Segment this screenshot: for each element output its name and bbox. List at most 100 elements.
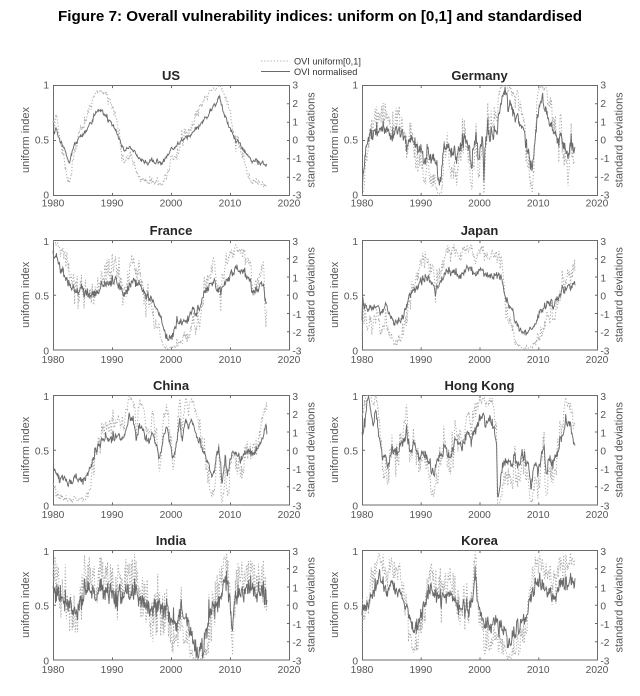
- svg-text:0: 0: [43, 346, 49, 357]
- svg-text:1: 1: [600, 428, 606, 439]
- svg-text:-3: -3: [292, 346, 301, 357]
- svg-text:-3: -3: [600, 656, 609, 667]
- svg-text:1: 1: [43, 547, 49, 558]
- svg-text:uniform index: uniform index: [20, 416, 32, 483]
- svg-text:Japan: Japan: [461, 223, 499, 238]
- svg-text:2000: 2000: [160, 198, 183, 209]
- svg-text:-1: -1: [600, 620, 609, 631]
- svg-text:0.5: 0.5: [344, 447, 358, 458]
- svg-text:uniform index: uniform index: [329, 106, 341, 173]
- svg-text:-3: -3: [292, 191, 301, 202]
- svg-text:0.5: 0.5: [35, 292, 49, 303]
- svg-text:standard deviations: standard deviations: [305, 247, 317, 343]
- svg-text:1: 1: [600, 117, 606, 128]
- svg-text:2000: 2000: [468, 355, 491, 366]
- svg-text:-2: -2: [600, 328, 609, 339]
- svg-text:2000: 2000: [160, 510, 183, 521]
- svg-text:2000: 2000: [468, 198, 491, 209]
- svg-text:-1: -1: [600, 465, 609, 476]
- svg-text:1: 1: [43, 81, 49, 92]
- svg-text:-3: -3: [600, 191, 609, 202]
- svg-text:1990: 1990: [409, 355, 432, 366]
- svg-text:1: 1: [352, 547, 358, 558]
- svg-text:2020: 2020: [278, 355, 301, 366]
- svg-text:India: India: [156, 533, 187, 548]
- svg-text:0.5: 0.5: [344, 292, 358, 303]
- svg-text:uniform index: uniform index: [329, 571, 341, 638]
- svg-text:1990: 1990: [409, 510, 432, 521]
- svg-text:-2: -2: [600, 483, 609, 494]
- svg-text:2020: 2020: [278, 665, 301, 676]
- svg-text:-2: -2: [292, 172, 301, 183]
- svg-text:0: 0: [352, 656, 358, 667]
- svg-text:China: China: [153, 378, 190, 393]
- svg-text:0: 0: [352, 346, 358, 357]
- svg-text:2010: 2010: [527, 355, 550, 366]
- svg-text:1980: 1980: [351, 355, 374, 366]
- svg-text:0.5: 0.5: [344, 136, 358, 147]
- svg-text:2010: 2010: [219, 665, 242, 676]
- svg-text:0: 0: [292, 136, 298, 147]
- svg-text:2000: 2000: [160, 665, 183, 676]
- svg-text:standard deviations: standard deviations: [305, 402, 317, 498]
- svg-text:OVI normalised: OVI normalised: [294, 67, 357, 77]
- svg-text:1990: 1990: [101, 355, 124, 366]
- svg-text:-1: -1: [600, 310, 609, 321]
- svg-text:standard deviations: standard deviations: [613, 402, 625, 498]
- svg-text:3: 3: [292, 547, 298, 558]
- svg-text:3: 3: [600, 547, 606, 558]
- svg-text:-3: -3: [292, 656, 301, 667]
- svg-text:-1: -1: [292, 310, 301, 321]
- svg-text:2: 2: [600, 99, 606, 110]
- svg-text:1990: 1990: [101, 510, 124, 521]
- svg-text:2010: 2010: [527, 198, 550, 209]
- svg-text:0.5: 0.5: [35, 447, 49, 458]
- svg-text:0.5: 0.5: [35, 136, 49, 147]
- svg-text:1: 1: [352, 392, 358, 403]
- svg-text:2010: 2010: [219, 198, 242, 209]
- svg-text:3: 3: [600, 81, 606, 92]
- svg-text:2020: 2020: [586, 355, 609, 366]
- svg-text:0.5: 0.5: [35, 602, 49, 613]
- svg-text:3: 3: [600, 237, 606, 248]
- svg-text:-3: -3: [292, 501, 301, 512]
- svg-text:standard deviations: standard deviations: [613, 92, 625, 188]
- svg-text:0: 0: [352, 191, 358, 202]
- svg-text:Hong Kong: Hong Kong: [444, 378, 514, 393]
- svg-text:3: 3: [600, 392, 606, 403]
- svg-text:-3: -3: [600, 346, 609, 357]
- svg-text:1: 1: [600, 273, 606, 284]
- svg-text:0: 0: [292, 292, 298, 303]
- svg-text:1: 1: [352, 237, 358, 248]
- svg-text:2: 2: [600, 410, 606, 421]
- svg-text:1: 1: [43, 392, 49, 403]
- svg-text:1990: 1990: [101, 198, 124, 209]
- svg-text:OVI uniform[0,1]: OVI uniform[0,1]: [294, 57, 361, 67]
- svg-text:0: 0: [43, 656, 49, 667]
- svg-text:2010: 2010: [527, 665, 550, 676]
- svg-text:3: 3: [292, 237, 298, 248]
- svg-text:1980: 1980: [42, 355, 65, 366]
- svg-text:-2: -2: [600, 638, 609, 649]
- svg-text:-3: -3: [600, 501, 609, 512]
- svg-text:-2: -2: [292, 328, 301, 339]
- svg-text:1980: 1980: [351, 510, 374, 521]
- svg-text:2020: 2020: [278, 198, 301, 209]
- svg-text:-2: -2: [600, 172, 609, 183]
- svg-text:1980: 1980: [42, 665, 65, 676]
- svg-text:uniform index: uniform index: [20, 571, 32, 638]
- svg-text:-1: -1: [600, 154, 609, 165]
- svg-text:1980: 1980: [351, 198, 374, 209]
- svg-text:2: 2: [292, 255, 298, 266]
- svg-text:1: 1: [292, 428, 298, 439]
- svg-text:0: 0: [43, 501, 49, 512]
- svg-text:uniform index: uniform index: [20, 106, 32, 173]
- svg-text:1980: 1980: [42, 510, 65, 521]
- svg-text:standard deviations: standard deviations: [305, 557, 317, 653]
- svg-text:1990: 1990: [409, 665, 432, 676]
- svg-text:standard deviations: standard deviations: [613, 557, 625, 653]
- svg-text:0: 0: [600, 292, 606, 303]
- svg-text:1: 1: [600, 583, 606, 594]
- svg-text:2020: 2020: [278, 510, 301, 521]
- svg-text:0: 0: [292, 602, 298, 613]
